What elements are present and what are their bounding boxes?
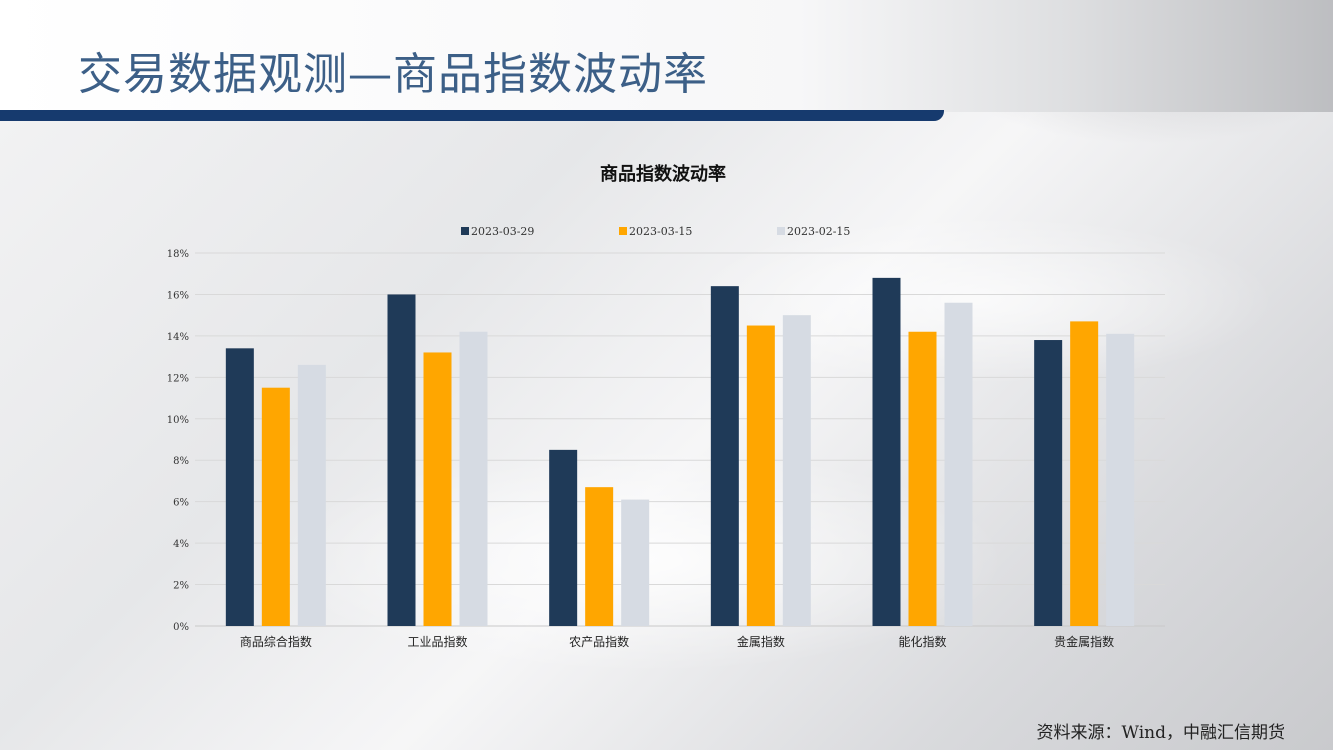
legend-label: 2023-03-15 [629,225,692,238]
x-tick-label: 贵金属指数 [1054,634,1114,649]
legend-swatch [619,227,627,235]
x-axis-ticks: 商品综合指数 工业品指数 农产品指数 金属指数 能化指数 贵金属指数 [240,634,1114,649]
legend-swatch [777,227,785,235]
y-tick-label: 14% [167,332,189,343]
y-tick-label: 12% [167,373,189,384]
y-tick-label: 18% [167,249,189,260]
legend-label: 2023-02-15 [787,225,850,238]
y-tick-label: 10% [167,415,189,426]
bar [746,325,775,626]
chart-bars [225,277,1135,626]
y-tick-label: 4% [173,539,189,550]
bar [621,499,650,626]
bar [944,302,973,626]
y-tick-label: 2% [173,581,189,592]
y-tick-label: 6% [173,498,189,509]
page-title: 交易数据观测—商品指数波动率 [78,49,708,100]
bar [710,286,739,626]
chart-gridlines [195,252,1165,627]
bar [423,352,452,626]
x-tick-label: 商品综合指数 [240,634,312,649]
x-tick-label: 能化指数 [898,634,946,649]
x-tick-label: 工业品指数 [407,634,467,649]
bar [1034,340,1063,626]
bar [459,331,488,626]
chart-legend: 2023-03-29 2023-03-15 2023-02-15 [461,225,850,238]
bar [387,294,416,626]
bar [297,364,326,626]
legend-swatch [461,227,469,235]
bar [225,348,254,626]
title-underline-bar [0,110,944,121]
y-axis-ticks: 0% 2% 4% 6% 8% 10% 12% 14% 16% 18% [167,249,189,633]
x-tick-label: 金属指数 [737,634,785,649]
bar [908,331,937,626]
bar [782,315,811,626]
bar [585,487,614,626]
bar [1106,333,1135,626]
y-tick-label: 0% [173,622,189,633]
legend-label: 2023-03-29 [471,225,534,238]
bar [872,277,901,626]
bar [549,449,578,626]
x-tick-label: 农产品指数 [569,634,629,649]
source-note: 资料来源：Wind，中融汇信期货 [1036,723,1285,743]
y-tick-label: 16% [167,290,189,301]
bar [261,387,290,626]
header-background [0,0,1333,112]
bar [1070,321,1099,626]
chart-title: 商品指数波动率 [600,163,726,185]
y-tick-label: 8% [173,456,189,467]
